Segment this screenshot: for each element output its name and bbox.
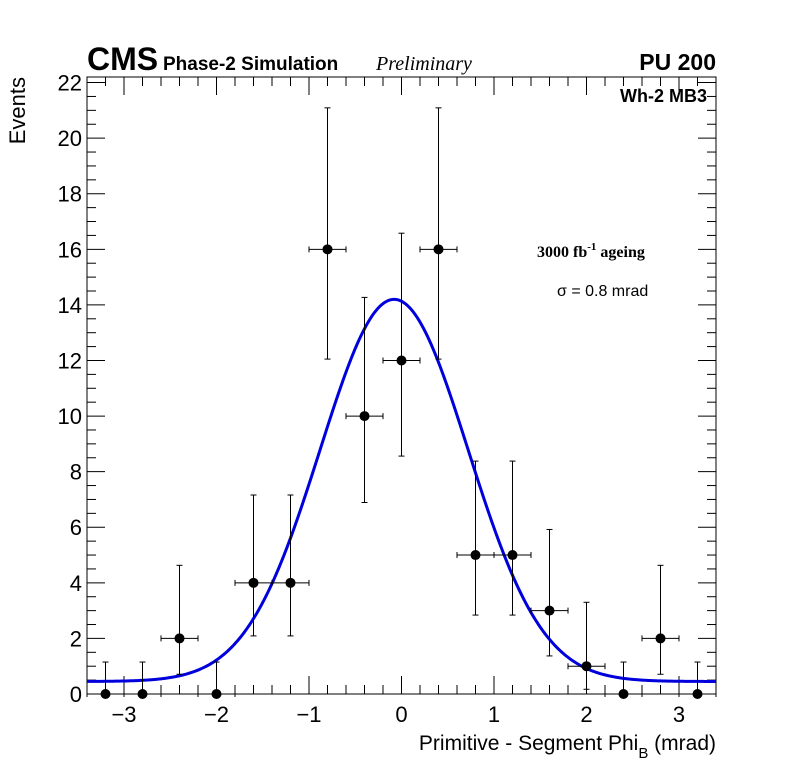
data-point <box>567 601 606 690</box>
y-tick-label: 14 <box>58 293 82 318</box>
data-point <box>308 107 347 360</box>
data-point <box>382 232 421 457</box>
data-marker <box>211 689 222 699</box>
x-tick-label: 3 <box>673 702 685 727</box>
data-marker <box>692 689 703 699</box>
data-point <box>530 528 569 657</box>
data-point <box>641 564 680 675</box>
x-tick-label: 1 <box>488 702 500 727</box>
data-marker <box>470 550 481 561</box>
data-point <box>234 494 273 637</box>
channel-label: Wh-2 MB3 <box>620 86 707 106</box>
data-point <box>271 494 310 637</box>
y-axis-title: Events <box>5 77 30 144</box>
y-tick-label: 8 <box>70 460 82 485</box>
data-point <box>419 107 458 360</box>
data-marker <box>174 633 185 644</box>
data-point <box>493 460 532 616</box>
data-marker <box>581 661 592 672</box>
data-points <box>86 107 717 699</box>
data-marker <box>544 605 555 616</box>
phase-label: Phase-2 Simulation <box>163 54 338 75</box>
y-tick-label: 18 <box>58 182 82 207</box>
data-point <box>604 661 643 699</box>
y-tick-label: 16 <box>58 237 82 262</box>
y-tick-label: 20 <box>58 126 82 151</box>
data-point <box>160 564 199 675</box>
data-point <box>345 296 384 504</box>
data-marker <box>285 577 296 588</box>
y-tick-label: 6 <box>70 515 82 540</box>
x-tick-label: 2 <box>580 702 592 727</box>
y-tick-label: 22 <box>58 71 82 96</box>
data-point <box>123 661 162 699</box>
y-tick-label: 2 <box>70 626 82 651</box>
data-marker <box>655 633 666 644</box>
data-marker <box>433 244 444 255</box>
preliminary-label: Preliminary <box>375 53 472 75</box>
x-tick-label: −1 <box>296 702 321 727</box>
x-tick-label: −3 <box>111 702 136 727</box>
data-marker <box>322 244 333 255</box>
pileup-label: PU 200 <box>639 49 716 75</box>
data-marker <box>248 577 259 588</box>
x-tick-label: −2 <box>204 702 229 727</box>
data-point <box>678 661 717 699</box>
sigma-label: σ = 0.8 mrad <box>557 283 648 300</box>
y-tick-label: 10 <box>58 404 82 429</box>
data-point <box>197 661 236 699</box>
data-point <box>456 460 495 616</box>
y-tick-label: 0 <box>70 682 82 707</box>
data-marker <box>396 355 407 366</box>
ageing-label: 3000 fb-1 ageing <box>537 241 645 261</box>
data-marker <box>100 689 111 699</box>
data-marker <box>359 411 370 422</box>
cms-label: CMS <box>87 41 158 77</box>
data-marker <box>507 550 518 561</box>
data-marker <box>618 689 629 699</box>
y-axis: 0 2 4 6 8 10 12 14 16 18 20 22 <box>58 71 716 707</box>
x-tick-label: 0 <box>395 702 407 727</box>
data-marker <box>137 689 148 699</box>
y-tick-label: 12 <box>58 348 82 373</box>
x-axis-title: Primitive - Segment PhiB (mrad) <box>419 732 716 762</box>
y-tick-label: 4 <box>70 571 82 596</box>
